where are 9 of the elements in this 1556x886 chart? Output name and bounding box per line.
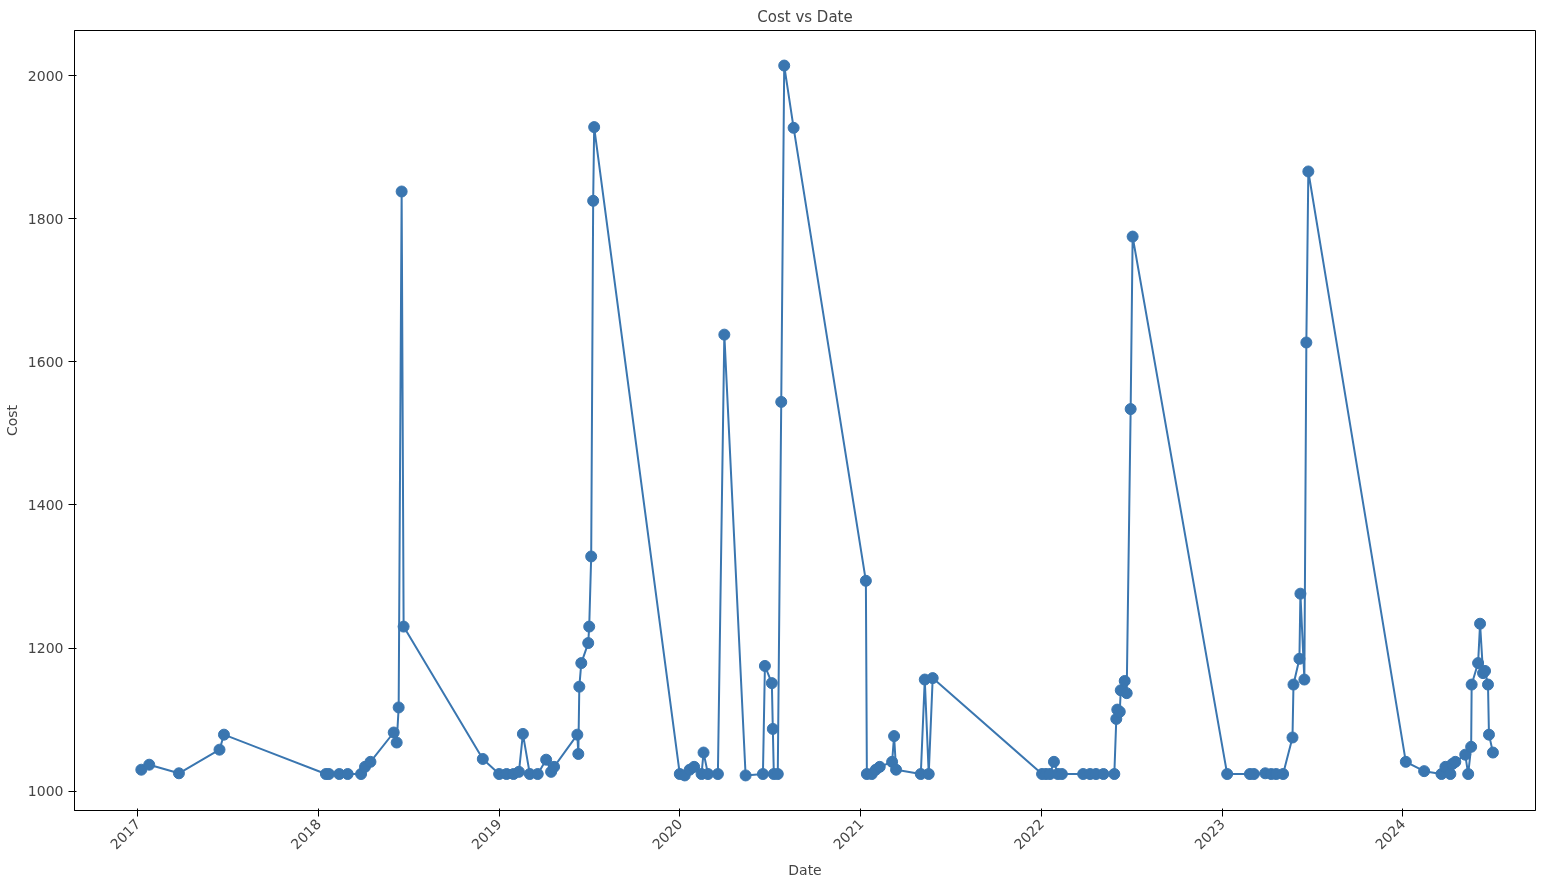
y-tick-label: 1000	[27, 783, 64, 800]
y-tick-label: 1800	[27, 210, 64, 227]
y-axis-title: Cost	[3, 404, 20, 437]
x-axis-title: Date	[788, 861, 822, 878]
y-tick-label: 1400	[27, 496, 64, 513]
y-tick-label: 1200	[27, 640, 64, 657]
y-tick-label: 2000	[27, 67, 64, 84]
chart-title: Cost vs Date	[757, 7, 853, 26]
y-tick-label: 1600	[27, 353, 64, 370]
